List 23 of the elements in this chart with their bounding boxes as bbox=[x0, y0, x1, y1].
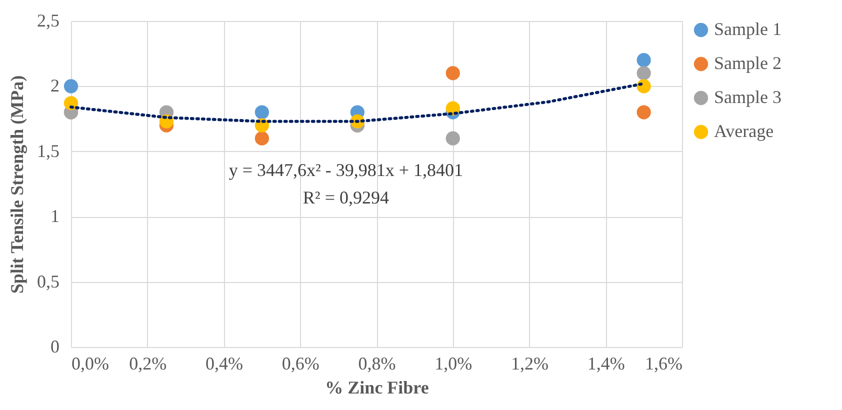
x-tick-label: 1,2% bbox=[511, 354, 548, 374]
legend-label: Sample 1 bbox=[714, 19, 782, 39]
y-tick-label: 1 bbox=[50, 206, 60, 226]
x-tick-label: 1,4% bbox=[587, 354, 625, 374]
y-tick-label: 1,5 bbox=[37, 140, 60, 161]
annotation: y = 3447,6x² - 39,981x + 1,8401 bbox=[228, 160, 464, 180]
y-tick-label: 2,5 bbox=[37, 10, 60, 30]
y-axis-title: Split Tensile Strength (MPa) bbox=[7, 75, 27, 294]
x-tick-label: 0,6% bbox=[282, 354, 320, 374]
y-tick-label: 0 bbox=[50, 336, 60, 356]
annotation: R² = 0,9294 bbox=[302, 188, 389, 208]
x-tick-label: 0,2% bbox=[129, 354, 167, 374]
x-tick-label: 0,8% bbox=[358, 354, 396, 374]
legend-label: Average bbox=[714, 121, 774, 141]
x-tick-label: 0,0% bbox=[72, 354, 109, 374]
x-tick-label: 1,6% bbox=[645, 354, 682, 374]
legend-label: Sample 2 bbox=[714, 53, 782, 73]
y-tick-label: 2 bbox=[50, 76, 60, 96]
x-tick-label: 0,4% bbox=[206, 354, 243, 374]
y-tick-label: 0,5 bbox=[37, 271, 60, 292]
legend-label: Sample 3 bbox=[714, 87, 782, 107]
x-tick-label: 1,0% bbox=[434, 354, 472, 374]
x-axis-title: % Zinc Fibre bbox=[325, 378, 429, 398]
